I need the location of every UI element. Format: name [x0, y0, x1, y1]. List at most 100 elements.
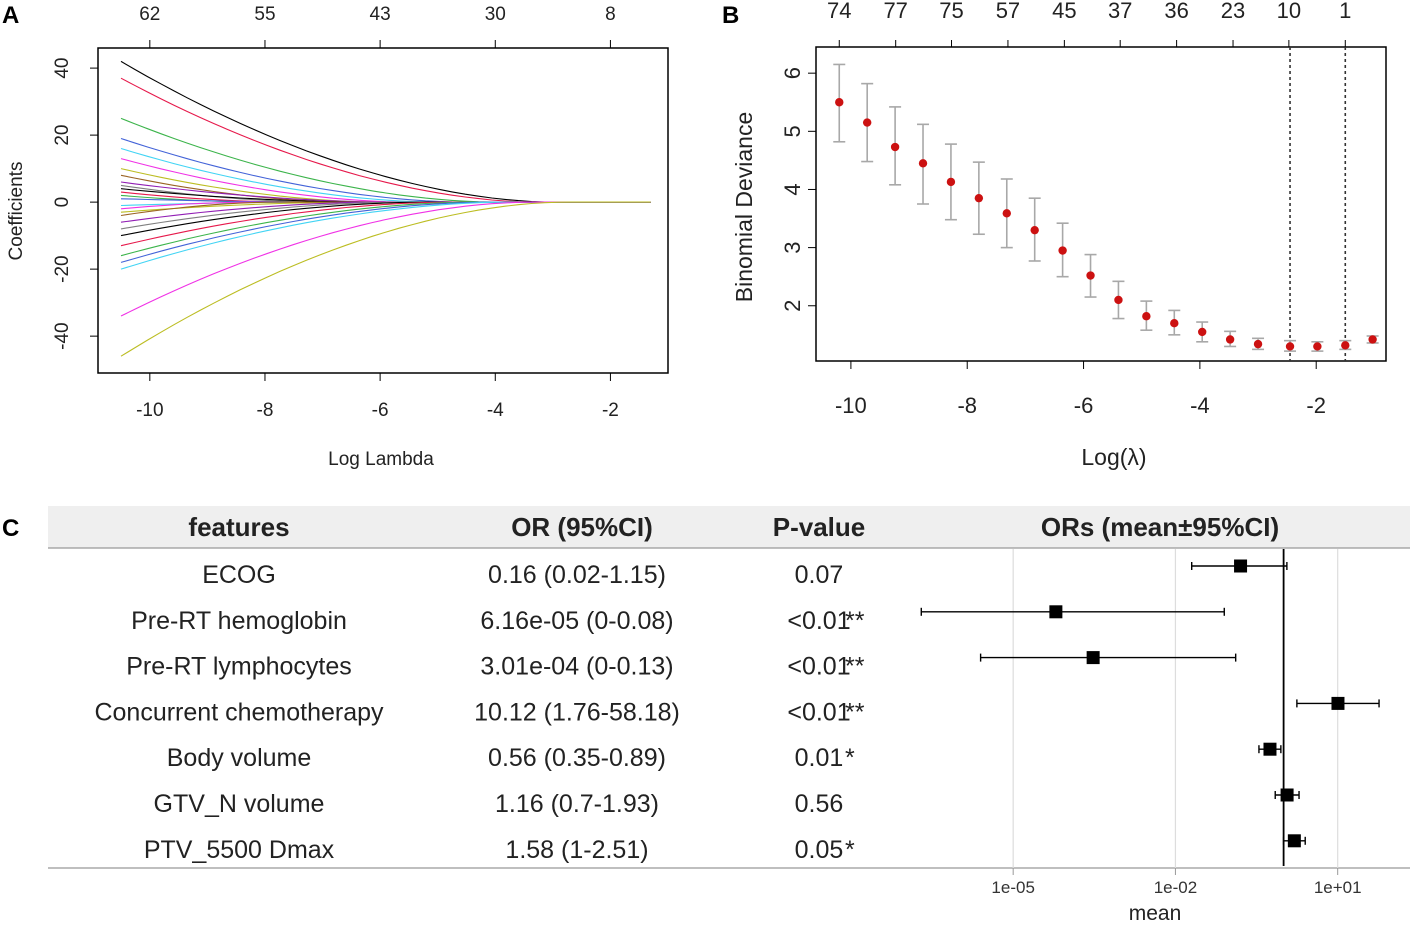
forest-point [1287, 834, 1301, 848]
cv-point [946, 177, 956, 187]
row-or-ci: 6.16e-05 (0-0.08) [480, 607, 673, 635]
row-feature: ECOG [202, 561, 276, 589]
cv-point [918, 159, 928, 168]
b-top-tick-label: 57 [996, 0, 1020, 23]
panel-a-ylabel: Coefficients [6, 162, 27, 261]
panel-label-a: A [2, 2, 19, 29]
b-top-tick-label: 1 [1339, 0, 1351, 23]
cv-point [1368, 335, 1377, 344]
coef-path-1 [120, 60, 651, 203]
col-header-features: features [188, 512, 289, 542]
cv-point [1225, 335, 1235, 344]
row-or-ci: 10.12 (1.76-58.18) [474, 698, 680, 726]
cv-point [1086, 271, 1095, 280]
row-significance: ** [845, 698, 865, 726]
cv-point [1170, 319, 1179, 328]
b-xtick-label: -6 [1074, 393, 1094, 418]
forest-point [1049, 605, 1063, 619]
cv-point [1142, 312, 1151, 321]
a-xtick-label: -10 [136, 400, 163, 421]
a-xtick-label: -4 [487, 400, 504, 421]
forest-tick-label: 1e-05 [991, 878, 1034, 897]
panel-b-ylabel: Binomial Deviance [731, 112, 757, 302]
b-top-tick-label: 74 [827, 0, 851, 23]
a-ytick-label: -40 [52, 322, 73, 349]
coef-path-2 [120, 77, 651, 203]
b-top-tick-label: 36 [1164, 0, 1188, 23]
forest-point [1280, 788, 1294, 802]
row-p-value: 0.05 [795, 836, 844, 864]
col-header-or-ci: OR (95%CI) [511, 512, 653, 542]
panel-a-coefficient-paths: -10 -8 -6 -4 -2 62 55 43 30 8 -40 -20 0 20 40 Log Lamb… [6, 4, 669, 470]
row-p-value: <0.01 [787, 607, 850, 635]
a-ytick-label: -20 [52, 255, 73, 282]
panel-label-b: B [722, 2, 739, 29]
b-top-tick-label: 45 [1052, 0, 1076, 23]
row-feature: Pre-RT hemoglobin [131, 607, 347, 635]
row-p-value: 0.56 [795, 790, 844, 818]
row-p-value: <0.01 [787, 653, 850, 681]
forest-plot: 1e-05 1e-02 1e+01 [920, 549, 1380, 897]
b-ytick-label: 6 [780, 67, 805, 79]
row-p-value: 0.01 [795, 744, 844, 772]
cv-point [1002, 209, 1011, 218]
row-or-ci: 1.58 (1-2.51) [505, 836, 648, 864]
b-top-tick-label: 37 [1108, 0, 1132, 23]
forest-point [1086, 651, 1100, 665]
panel-a-plot-frame [97, 47, 669, 374]
a-top-tick-label: 55 [254, 4, 275, 25]
row-p-value: 0.07 [795, 561, 844, 589]
row-feature: PTV_5500 Dmax [144, 836, 335, 864]
row-feature: Concurrent chemotherapy [94, 698, 384, 726]
a-top-tick-label: 62 [139, 4, 160, 25]
cv-point [890, 142, 900, 152]
forest-point [1331, 696, 1345, 710]
a-xtick-label: -2 [602, 400, 619, 421]
table-header-band [48, 506, 1410, 548]
row-feature: GTV_N volume [154, 790, 325, 818]
forest-tick-label: 1e+01 [1314, 878, 1362, 897]
panel-b-mark-group [833, 47, 1379, 361]
forest-xlabel: mean [1129, 902, 1182, 925]
b-ytick-label: 5 [780, 125, 805, 137]
forest-point [1263, 742, 1277, 756]
row-p-value: <0.01 [787, 698, 850, 726]
forest-point [1234, 559, 1248, 573]
b-top-tick-label: 75 [939, 0, 963, 23]
row-feature: Pre-RT lymphocytes [126, 653, 352, 681]
panel-b-xlabel: Log(λ) [1081, 444, 1146, 470]
panel-a-xlabel: Log Lambda [328, 449, 434, 470]
a-ytick-label: 20 [52, 125, 73, 146]
row-or-ci: 0.56 (0.35-0.89) [488, 744, 666, 772]
panel-a-path-group [120, 60, 651, 357]
b-xtick-label: -10 [835, 393, 867, 418]
row-or-ci: 1.16 (0.7-1.93) [495, 790, 659, 818]
row-significance: ** [845, 653, 865, 681]
a-top-tick-label: 8 [605, 4, 616, 25]
panel-b-plot-frame [815, 46, 1387, 362]
b-top-tick-label: 77 [883, 0, 907, 23]
cv-point [1030, 225, 1039, 235]
cv-point [1285, 342, 1295, 351]
b-ytick-label: 4 [780, 183, 805, 195]
cv-point [862, 118, 872, 127]
a-top-tick-label: 30 [485, 4, 506, 25]
coef-path-27 [120, 201, 651, 357]
coef-path-8 [120, 174, 651, 203]
row-significance: * [845, 744, 855, 772]
b-top-tick-label: 10 [1277, 0, 1301, 23]
cv-point [1114, 295, 1123, 305]
panel-label-c: C [2, 515, 19, 542]
a-ytick-label: 40 [52, 58, 73, 79]
b-top-tick-label: 23 [1221, 0, 1245, 23]
b-xtick-label: -2 [1306, 393, 1326, 418]
row-feature: Body volume [167, 744, 312, 772]
cv-point [1198, 327, 1207, 337]
cv-point [1058, 246, 1067, 255]
row-or-ci: 0.16 (0.02-1.15) [488, 561, 666, 589]
a-xtick-label: -6 [372, 400, 389, 421]
a-ytick-label: 0 [52, 197, 73, 208]
